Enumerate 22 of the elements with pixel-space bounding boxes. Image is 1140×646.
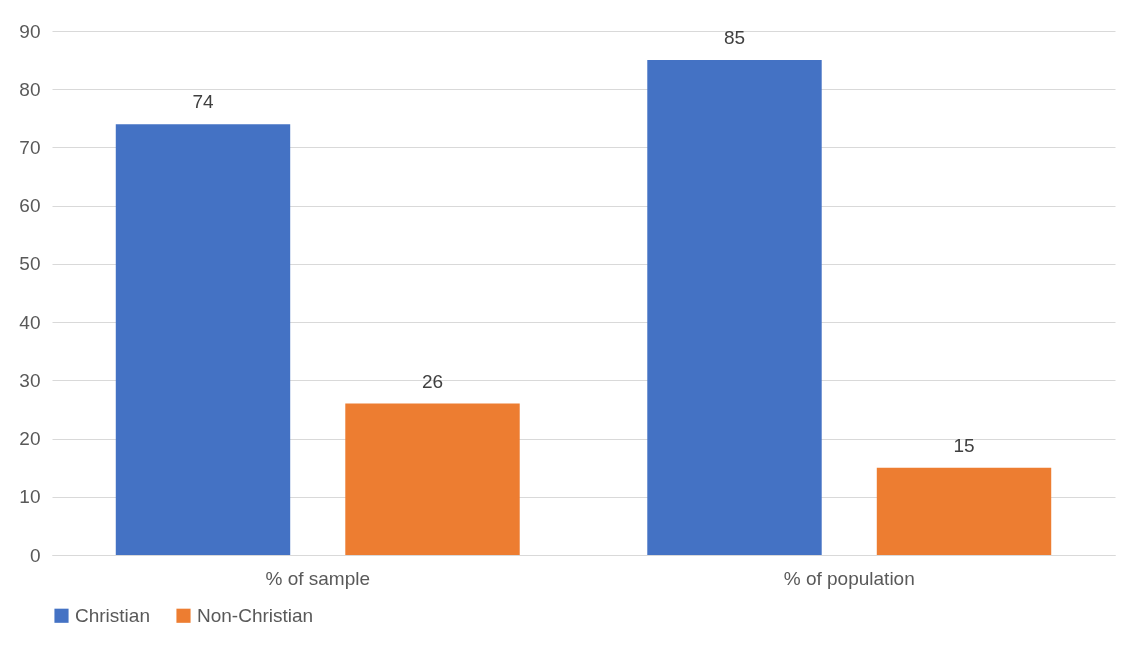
y-tick-label: 0 <box>29 544 41 566</box>
y-tick-label: 30 <box>19 369 41 391</box>
legend-label: Non-Christian <box>197 604 314 626</box>
y-tick-label: 80 <box>19 78 41 100</box>
legend-label: Christian <box>75 604 150 626</box>
data-label: 26 <box>421 370 444 392</box>
y-tick-label: 40 <box>19 311 41 333</box>
y-tick-label: 20 <box>19 428 41 450</box>
y-tick-label: 50 <box>19 253 41 275</box>
x-tick-label: % of population <box>783 567 915 589</box>
bar <box>647 60 822 555</box>
y-tick-label: 10 <box>19 486 41 508</box>
y-tick-label: 60 <box>19 195 41 217</box>
bar <box>876 467 1052 555</box>
y-tick-label: 70 <box>19 136 41 158</box>
data-label: 74 <box>192 91 214 113</box>
bar <box>345 403 520 555</box>
data-label: 15 <box>953 434 975 456</box>
y-tick-label: 90 <box>19 20 41 42</box>
bar <box>115 124 291 555</box>
x-tick-label: % of sample <box>265 567 371 589</box>
data-label: 85 <box>723 27 746 49</box>
